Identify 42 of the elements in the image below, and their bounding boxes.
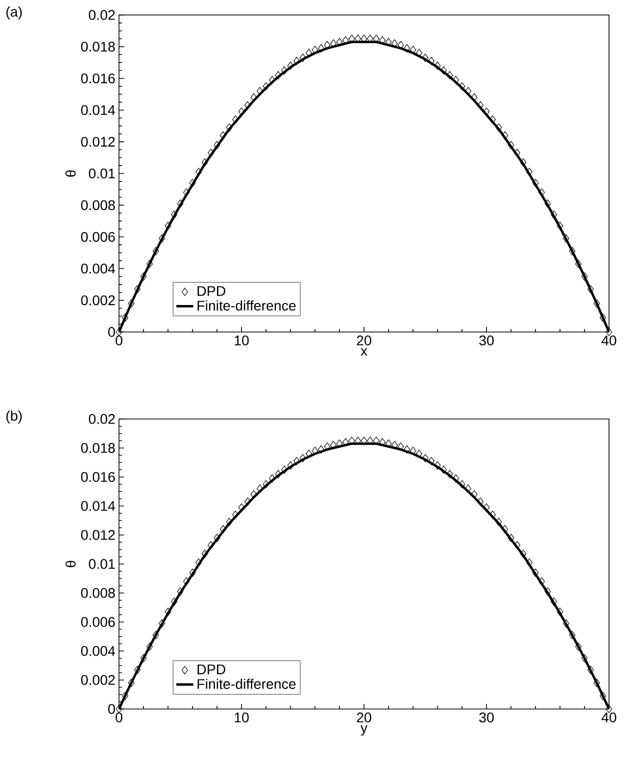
y-tick-label: 0.012 [81, 136, 115, 147]
x-axis-title: x [360, 348, 368, 356]
y-tick-label: 0.016 [81, 73, 115, 84]
x-tick-label: 20 [356, 336, 372, 346]
y-tick-label: 0.006 [81, 232, 115, 242]
y-tick-label: 0.014 [81, 105, 116, 116]
legend-label: DPD [198, 286, 226, 296]
y-tick-label: 0.018 [81, 443, 115, 453]
x-tick-label: 10 [234, 336, 249, 346]
x-tick-label: 40 [602, 712, 616, 722]
x-tick-label: 40 [602, 336, 616, 346]
x-axis-title: y [360, 725, 368, 736]
y-tick-label: 0.02 [88, 10, 115, 20]
x-tick-label: 20 [356, 712, 372, 722]
legend-label: Finite-difference [198, 300, 296, 311]
legend-label: Finite-difference [198, 678, 296, 689]
y-tick-label: 0.008 [81, 200, 115, 210]
x-tick-label: 10 [234, 712, 249, 722]
legend-label: DPD [198, 664, 226, 674]
y-tick-label: 0.002 [81, 295, 115, 306]
y-tick-label: 0 [108, 327, 115, 337]
x-tick-label: 0 [116, 712, 122, 722]
text: (a) [6, 6, 22, 20]
y-tick-label: 0.004 [81, 646, 116, 656]
x-tick-label: 30 [479, 336, 494, 346]
y-tick-label: 0.014 [81, 501, 116, 511]
y-tick-label: 0.002 [81, 675, 115, 685]
y-tick-label: 0.01 [88, 168, 115, 178]
y-tick-label: 0.01 [88, 559, 115, 569]
y-tick-label: 0.008 [81, 588, 115, 598]
x-tick-label: 0 [116, 336, 122, 346]
y-tick-label: 0.006 [81, 617, 115, 627]
y-tick-label: 0.02 [88, 414, 115, 424]
y-axis-title: θ [65, 170, 76, 177]
text: (b) [6, 410, 22, 424]
x-tick-label: 30 [479, 712, 494, 722]
y-tick-label: 0.012 [81, 530, 115, 540]
y-tick-label: 0.004 [81, 264, 116, 274]
y-axis-title: θ [65, 560, 76, 568]
y-tick-label: 0.016 [81, 472, 115, 482]
y-tick-label: 0 [108, 704, 115, 714]
y-tick-label: 0.018 [81, 42, 115, 52]
